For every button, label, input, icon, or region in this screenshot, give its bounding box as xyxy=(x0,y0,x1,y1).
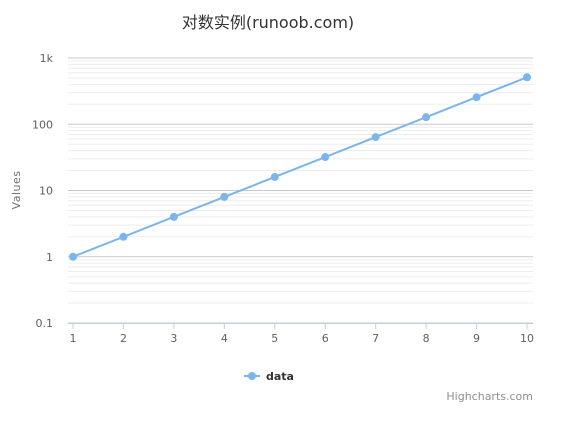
axes: 0.1 1 10 100 1k 1 2 3 4 5 6 7 8 9 10 xyxy=(32,52,534,345)
x-tick-label: 5 xyxy=(271,332,278,345)
credits-link[interactable]: Highcharts.com xyxy=(446,390,533,403)
x-tick-label: 4 xyxy=(221,332,228,345)
data-point[interactable] xyxy=(69,252,77,261)
x-tick-label: 6 xyxy=(322,332,329,345)
y-tick-label: 10 xyxy=(39,185,53,198)
series-line xyxy=(72,76,528,258)
x-tick-label: 3 xyxy=(170,332,177,345)
y-tick-label: 1k xyxy=(40,52,54,65)
data-point[interactable] xyxy=(321,153,330,162)
legend[interactable]: data xyxy=(244,370,294,383)
data-point[interactable] xyxy=(270,172,279,181)
legend-item-data[interactable]: data xyxy=(266,370,294,383)
data-point[interactable] xyxy=(371,133,380,142)
y-tick-label: 1 xyxy=(46,251,53,264)
data-point[interactable] xyxy=(169,212,178,221)
data-point[interactable] xyxy=(422,113,431,122)
x-tick-label: 8 xyxy=(423,332,430,345)
data-point[interactable] xyxy=(472,93,481,102)
x-tick-label: 9 xyxy=(473,332,480,345)
grid xyxy=(68,57,533,324)
x-tick-label: 1 xyxy=(70,332,77,345)
data-point[interactable] xyxy=(119,232,128,241)
x-tick-label: 7 xyxy=(372,332,379,345)
chart-title: 对数实例(runoob.com) xyxy=(182,13,354,32)
series-layer xyxy=(69,73,531,261)
data-point[interactable] xyxy=(523,73,531,82)
data-point[interactable] xyxy=(220,192,229,201)
x-tick-label: 2 xyxy=(120,332,127,345)
y-tick-label: 100 xyxy=(32,118,53,131)
y-axis-title: Values xyxy=(10,171,23,210)
legend-marker xyxy=(248,372,256,380)
x-tick-label: 10 xyxy=(520,332,534,345)
y-tick-label: 0.1 xyxy=(36,317,54,330)
